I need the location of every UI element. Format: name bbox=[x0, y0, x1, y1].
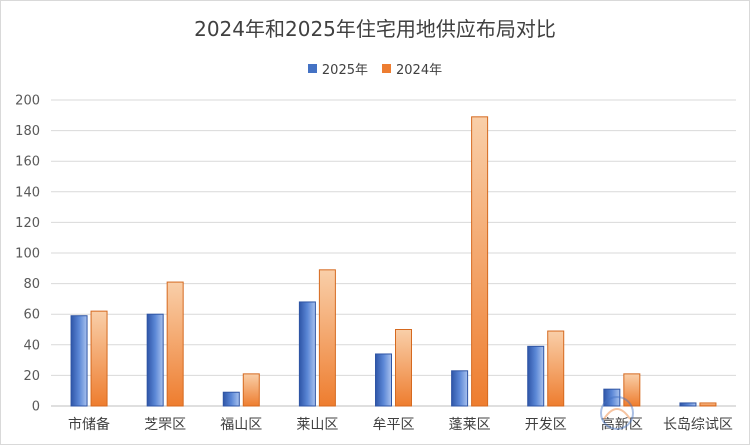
y-tick-label: 80 bbox=[23, 277, 40, 292]
bar-2025年-市储备 bbox=[70, 315, 88, 407]
chart-title: 2024年和2025年住宅用地供应布局对比 bbox=[194, 17, 556, 41]
bar-2025年-长岛综试区 bbox=[679, 402, 697, 407]
x-category-label: 福山区 bbox=[220, 417, 262, 433]
bar-2024年-开发区 bbox=[547, 330, 565, 407]
bar-2025年-莱山区 bbox=[298, 301, 316, 407]
chart-legend: 2025年 2024年 bbox=[1, 59, 749, 78]
x-category-label: 开发区 bbox=[525, 417, 567, 433]
x-category-label: 长岛综试区 bbox=[663, 417, 733, 433]
y-tick-label: 120 bbox=[15, 216, 40, 231]
bar-2024年-福山区 bbox=[242, 373, 260, 407]
y-tick-label: 100 bbox=[15, 247, 40, 262]
bar-2024年-高新区 bbox=[623, 373, 641, 407]
x-category-label: 芝罘区 bbox=[144, 417, 186, 433]
legend-label-2024: 2024年 bbox=[396, 63, 443, 78]
bar-2025年-高新区 bbox=[603, 388, 621, 407]
bar-2024年-芝罘区 bbox=[166, 281, 184, 407]
x-category-label: 莱山区 bbox=[296, 417, 338, 433]
y-tick-label: 20 bbox=[23, 369, 40, 384]
legend-item-2024: 2024年 bbox=[382, 59, 442, 78]
bar-2025年-开发区 bbox=[527, 345, 545, 407]
x-category-label: 蓬莱区 bbox=[449, 417, 491, 433]
y-tick-label: 40 bbox=[23, 338, 40, 353]
y-tick-label: 60 bbox=[23, 308, 40, 323]
legend-swatch-2024 bbox=[382, 64, 391, 73]
y-tick-label: 200 bbox=[15, 94, 40, 109]
x-category-label: 牟平区 bbox=[373, 417, 415, 433]
legend-swatch-2025 bbox=[307, 64, 317, 73]
bar-2025年-牟平区 bbox=[375, 353, 392, 407]
watermark-logo bbox=[600, 396, 634, 430]
bar-2024年-莱山区 bbox=[318, 269, 336, 407]
y-tick-label: 140 bbox=[15, 185, 40, 200]
y-tick-label: 0 bbox=[32, 400, 40, 415]
legend-item-2025: 2025年 bbox=[307, 59, 368, 78]
bar-2025年-芝罘区 bbox=[146, 313, 164, 407]
bar-2024年-牟平区 bbox=[395, 329, 412, 407]
bar-2025年-蓬莱区 bbox=[451, 370, 469, 407]
x-category-label: 高新区 bbox=[601, 416, 643, 433]
bar-2024年-长岛综试区 bbox=[699, 402, 717, 407]
bar-2024年-市储备 bbox=[90, 310, 108, 407]
bar-2025年-福山区 bbox=[222, 391, 240, 407]
y-tick-label: 180 bbox=[15, 124, 40, 139]
bar-2024年-蓬莱区 bbox=[471, 116, 489, 407]
legend-label-2025: 2025年 bbox=[321, 63, 368, 78]
y-tick-label: 160 bbox=[15, 155, 40, 170]
x-category-label: 市储备 bbox=[68, 416, 110, 433]
